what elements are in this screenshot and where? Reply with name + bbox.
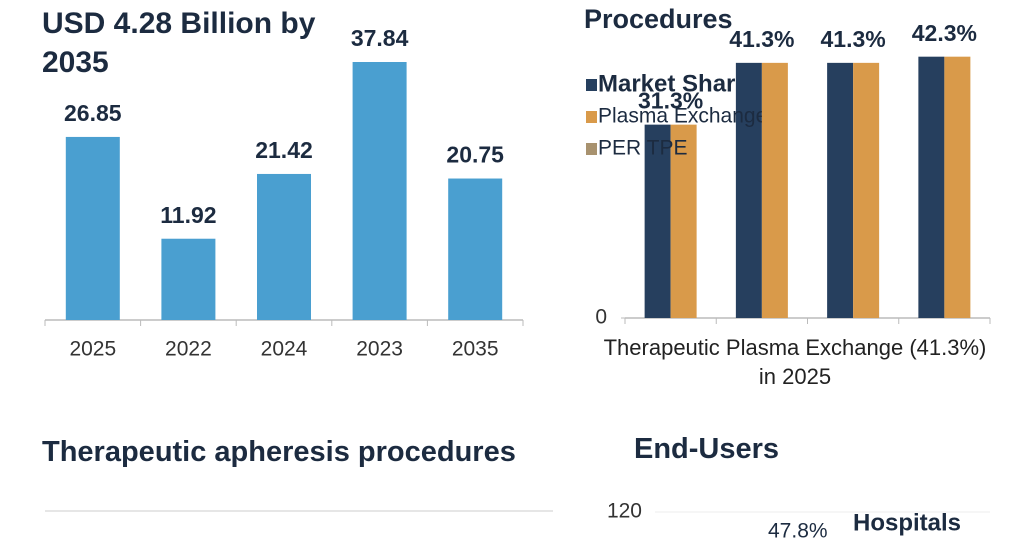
x-tick-label: 2023 [356,338,403,361]
legend-label: Market Share [598,70,749,97]
value-label: 20.75 [446,142,504,168]
bar [827,62,854,319]
value-label: 21.42 [255,137,313,163]
chart-title: Procedures [584,4,733,34]
value-label: 42.3% [912,20,977,46]
chart-title: USD 4.28 Billion by 2035 [42,7,316,79]
value-label: 41.3% [729,26,794,52]
value-label: 11.92 [160,202,216,228]
x-tick-label: 2035 [452,338,499,361]
x-axis-label: Therapeutic Plasma Exchange (41.3%) in 2… [603,335,987,389]
bar [448,178,503,320]
bar [644,124,671,318]
bar [944,56,971,319]
bar [918,56,945,319]
chart-title: End-Users [634,433,780,465]
bar [670,124,697,318]
x-tick-label: 2025 [69,338,116,361]
y-tick-label: 120 [607,500,642,523]
bar [761,62,788,319]
bar [853,62,880,319]
value-label: 31.3% [638,88,703,114]
bar [65,136,120,320]
x-tick-label: 2024 [261,338,308,361]
legend-label: Plasma Exchange [598,105,767,128]
x-tick-label: 2022 [165,338,212,361]
bar [257,173,311,320]
bar [735,62,762,319]
value-label: 26.85 [64,100,122,126]
bar [161,238,216,320]
legend-swatch [586,143,597,155]
bar [352,62,407,320]
value-label: 37.84 [351,25,409,51]
legend-swatch [586,79,597,91]
y-tick-label: 0 [595,306,607,329]
chart-title: Therapeutic apheresis procedures [42,436,516,468]
legend-swatch [586,111,597,123]
value-label: 41.3% [821,26,886,52]
annotation: 47.8% [768,520,828,543]
annotation: Hospitals [853,509,961,536]
legend-label: PER TPE [598,137,687,160]
